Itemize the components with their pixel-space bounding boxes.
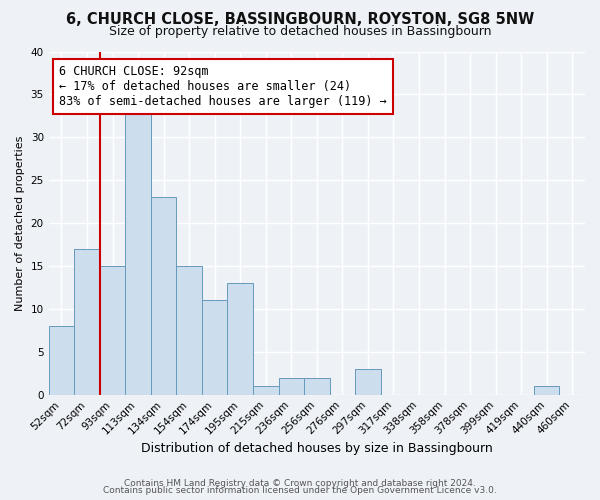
Text: Contains HM Land Registry data © Crown copyright and database right 2024.: Contains HM Land Registry data © Crown c… bbox=[124, 478, 476, 488]
Text: 6, CHURCH CLOSE, BASSINGBOURN, ROYSTON, SG8 5NW: 6, CHURCH CLOSE, BASSINGBOURN, ROYSTON, … bbox=[66, 12, 534, 28]
Y-axis label: Number of detached properties: Number of detached properties bbox=[15, 136, 25, 311]
Text: 6 CHURCH CLOSE: 92sqm
← 17% of detached houses are smaller (24)
83% of semi-deta: 6 CHURCH CLOSE: 92sqm ← 17% of detached … bbox=[59, 65, 387, 108]
Bar bbox=[227, 283, 253, 395]
Bar bbox=[278, 378, 304, 394]
Bar bbox=[355, 369, 380, 394]
Text: Contains public sector information licensed under the Open Government Licence v3: Contains public sector information licen… bbox=[103, 486, 497, 495]
Bar bbox=[202, 300, 227, 394]
Bar bbox=[125, 112, 151, 395]
Bar bbox=[253, 386, 278, 394]
Bar bbox=[176, 266, 202, 394]
Bar bbox=[534, 386, 559, 394]
Bar bbox=[151, 198, 176, 394]
Bar bbox=[304, 378, 329, 394]
X-axis label: Distribution of detached houses by size in Bassingbourn: Distribution of detached houses by size … bbox=[141, 442, 493, 455]
Bar bbox=[100, 266, 125, 394]
Bar bbox=[49, 326, 74, 394]
Text: Size of property relative to detached houses in Bassingbourn: Size of property relative to detached ho… bbox=[109, 25, 491, 38]
Bar bbox=[74, 249, 100, 394]
